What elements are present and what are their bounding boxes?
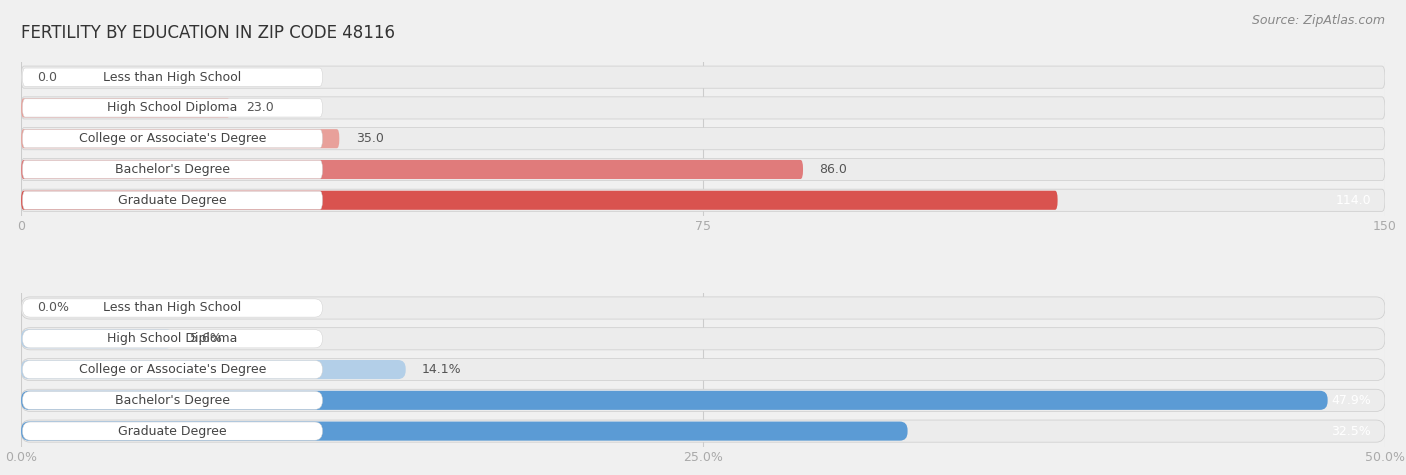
FancyBboxPatch shape <box>21 158 1385 180</box>
FancyBboxPatch shape <box>22 422 322 440</box>
FancyBboxPatch shape <box>21 360 406 379</box>
Text: 0.0: 0.0 <box>38 71 58 84</box>
FancyBboxPatch shape <box>22 361 322 379</box>
Text: 32.5%: 32.5% <box>1331 425 1371 437</box>
FancyBboxPatch shape <box>21 160 803 179</box>
Text: 35.0: 35.0 <box>356 132 384 145</box>
Text: Graduate Degree: Graduate Degree <box>118 194 226 207</box>
FancyBboxPatch shape <box>21 66 1385 88</box>
FancyBboxPatch shape <box>21 98 231 117</box>
FancyBboxPatch shape <box>21 359 1385 380</box>
FancyBboxPatch shape <box>21 191 1057 210</box>
FancyBboxPatch shape <box>22 330 322 348</box>
Text: 5.6%: 5.6% <box>190 332 222 345</box>
Text: Bachelor's Degree: Bachelor's Degree <box>115 163 231 176</box>
FancyBboxPatch shape <box>21 391 1327 410</box>
FancyBboxPatch shape <box>22 99 322 117</box>
FancyBboxPatch shape <box>21 97 1385 119</box>
Text: 86.0: 86.0 <box>820 163 848 176</box>
Text: College or Associate's Degree: College or Associate's Degree <box>79 132 266 145</box>
FancyBboxPatch shape <box>21 297 1385 319</box>
FancyBboxPatch shape <box>22 161 322 179</box>
Text: 47.9%: 47.9% <box>1331 394 1371 407</box>
FancyBboxPatch shape <box>21 420 1385 442</box>
FancyBboxPatch shape <box>21 389 1385 411</box>
FancyBboxPatch shape <box>21 129 339 148</box>
Text: 14.1%: 14.1% <box>422 363 461 376</box>
FancyBboxPatch shape <box>22 191 322 209</box>
FancyBboxPatch shape <box>22 130 322 148</box>
Text: Less than High School: Less than High School <box>104 71 242 84</box>
Text: 114.0: 114.0 <box>1336 194 1371 207</box>
FancyBboxPatch shape <box>21 128 1385 150</box>
FancyBboxPatch shape <box>22 299 322 317</box>
Text: Source: ZipAtlas.com: Source: ZipAtlas.com <box>1251 14 1385 27</box>
Text: High School Diploma: High School Diploma <box>107 332 238 345</box>
FancyBboxPatch shape <box>21 328 1385 350</box>
Text: Graduate Degree: Graduate Degree <box>118 425 226 437</box>
Text: College or Associate's Degree: College or Associate's Degree <box>79 363 266 376</box>
FancyBboxPatch shape <box>22 391 322 409</box>
FancyBboxPatch shape <box>22 68 322 86</box>
FancyBboxPatch shape <box>21 329 174 348</box>
FancyBboxPatch shape <box>21 422 908 441</box>
Text: Less than High School: Less than High School <box>104 302 242 314</box>
Text: FERTILITY BY EDUCATION IN ZIP CODE 48116: FERTILITY BY EDUCATION IN ZIP CODE 48116 <box>21 24 395 42</box>
FancyBboxPatch shape <box>21 189 1385 211</box>
Text: 23.0: 23.0 <box>246 102 274 114</box>
Text: High School Diploma: High School Diploma <box>107 102 238 114</box>
Text: 0.0%: 0.0% <box>38 302 69 314</box>
Text: Bachelor's Degree: Bachelor's Degree <box>115 394 231 407</box>
